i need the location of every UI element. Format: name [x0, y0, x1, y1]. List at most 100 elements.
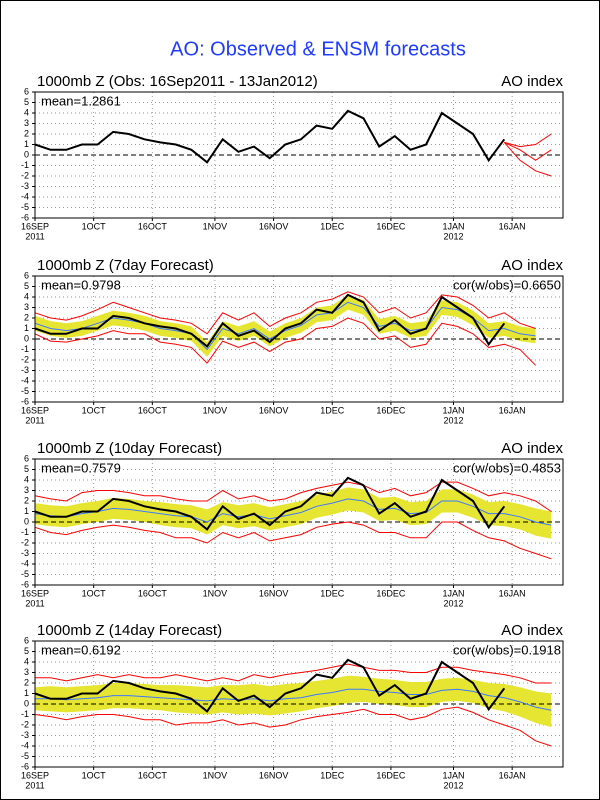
y-tick-label: 2: [24, 312, 29, 322]
panel-right-title: AO index: [501, 73, 563, 90]
mean-label: mean=0.6192: [41, 642, 121, 657]
y-tick-label: 6: [24, 86, 29, 96]
y-tick-label: 0: [24, 333, 29, 343]
y-tick-label: -3: [21, 730, 29, 740]
y-tick-label: -6: [21, 579, 29, 589]
y-tick-label: -5: [21, 202, 29, 212]
y-tick-label: 4: [24, 291, 29, 301]
x-tick-label: 1JAN: [442, 405, 464, 415]
x-tick-label: 16SEP: [21, 770, 49, 780]
page-title: AO: Observed & ENSM forecasts: [170, 38, 466, 60]
y-tick-label: 5: [24, 97, 29, 107]
series-line: [35, 688, 552, 711]
y-tick-label: 1: [24, 506, 29, 516]
y-tick-label: 2: [24, 495, 29, 505]
series-line: [504, 141, 552, 161]
series-line: [504, 133, 552, 148]
y-tick-label: 0: [24, 149, 29, 159]
cor-label: cor(w/obs)=0.4853: [453, 460, 561, 475]
x-tick-label: 16NOV: [259, 405, 289, 415]
x-year-label: 2011: [25, 231, 44, 241]
panel-right-title: AO index: [501, 257, 563, 274]
series-line: [34, 706, 552, 747]
x-year-label: 2011: [25, 598, 44, 608]
x-tick-label: 1DEC: [320, 221, 345, 231]
y-tick-label: -4: [21, 375, 29, 385]
y-tick-label: 6: [24, 270, 29, 280]
y-tick-label: 6: [24, 453, 29, 463]
x-tick-label: 1OCT: [82, 221, 107, 231]
x-tick-label: 1DEC: [320, 770, 345, 780]
y-tick-label: 1: [24, 688, 29, 698]
plot-frame: [34, 91, 564, 219]
y-tick-label: 0: [24, 698, 29, 708]
spread-band: [35, 294, 536, 357]
y-tick-label: -1: [21, 160, 29, 170]
y-tick-label: -5: [21, 386, 29, 396]
x-tick-label: 16OCT: [138, 221, 168, 231]
mean-label: mean=0.9798: [41, 277, 121, 292]
x-tick-label: 16JAN: [499, 588, 526, 598]
x-tick-label: 16JAN: [499, 770, 526, 780]
x-tick-label: 1DEC: [320, 588, 345, 598]
y-tick-label: -6: [21, 761, 29, 771]
y-tick-label: -4: [21, 191, 29, 201]
x-tick-label: 1JAN: [442, 770, 464, 780]
cor-label: cor(w/obs)=0.1918: [453, 642, 561, 657]
x-tick-label: 1JAN: [442, 588, 464, 598]
y-tick-label: -2: [21, 719, 29, 729]
y-tick-label: 5: [24, 281, 29, 291]
series-line: [34, 481, 552, 512]
y-tick-label: 5: [24, 646, 29, 656]
series-line: [35, 663, 552, 684]
series-line: [34, 658, 506, 713]
y-tick-label: 3: [24, 667, 29, 677]
y-tick-label: 2: [24, 677, 29, 687]
panel-title: 1000mb Z (Obs: 16Sep2011 - 13Jan2012): [37, 73, 318, 90]
panel-right-title: AO index: [501, 622, 563, 639]
y-tick-label: -2: [21, 354, 29, 364]
x-year-label: 2012: [443, 231, 463, 241]
y-tick-label: -4: [21, 740, 29, 750]
plot-frame: [34, 458, 564, 586]
y-tick-label: 5: [24, 464, 29, 474]
y-tick-label: -5: [21, 569, 29, 579]
x-tick-label: 1DEC: [320, 405, 345, 415]
y-tick-label: -3: [21, 181, 29, 191]
x-tick-label: 16DEC: [376, 770, 406, 780]
panel-title: 1000mb Z (7day Forecast): [37, 257, 214, 274]
x-year-label: 2011: [25, 780, 44, 790]
mean-label: mean=1.2861: [41, 93, 121, 108]
y-tick-label: -6: [21, 396, 29, 406]
y-tick-label: 3: [24, 302, 29, 312]
y-tick-label: 4: [24, 107, 29, 117]
y-tick-label: 1: [24, 323, 29, 333]
x-year-label: 2011: [25, 415, 44, 425]
series-line: [34, 109, 506, 164]
y-tick-label: -3: [21, 365, 29, 375]
series-line: [34, 498, 552, 526]
y-tick-label: -1: [21, 344, 29, 354]
y-tick-label: -5: [21, 751, 29, 761]
x-tick-label: 16NOV: [259, 588, 289, 598]
x-tick-label: 16DEC: [376, 405, 406, 415]
series-line: [34, 476, 506, 531]
y-tick-label: -4: [21, 558, 29, 568]
y-tick-label: 6: [24, 635, 29, 645]
x-tick-label: 16NOV: [259, 221, 289, 231]
x-tick-label: 16OCT: [138, 405, 168, 415]
x-year-label: 2012: [443, 598, 463, 608]
x-tick-label: 16OCT: [138, 770, 168, 780]
x-tick-label: 1OCT: [82, 770, 107, 780]
y-tick-label: -2: [21, 537, 29, 547]
x-tick-label: 16SEP: [21, 588, 49, 598]
x-year-label: 2012: [443, 415, 463, 425]
series-line: [34, 291, 536, 335]
series-line: [503, 142, 552, 177]
x-tick-label: 1NOV: [203, 770, 228, 780]
x-tick-label: 1OCT: [82, 405, 107, 415]
y-tick-label: -3: [21, 548, 29, 558]
series-line: [34, 293, 506, 348]
